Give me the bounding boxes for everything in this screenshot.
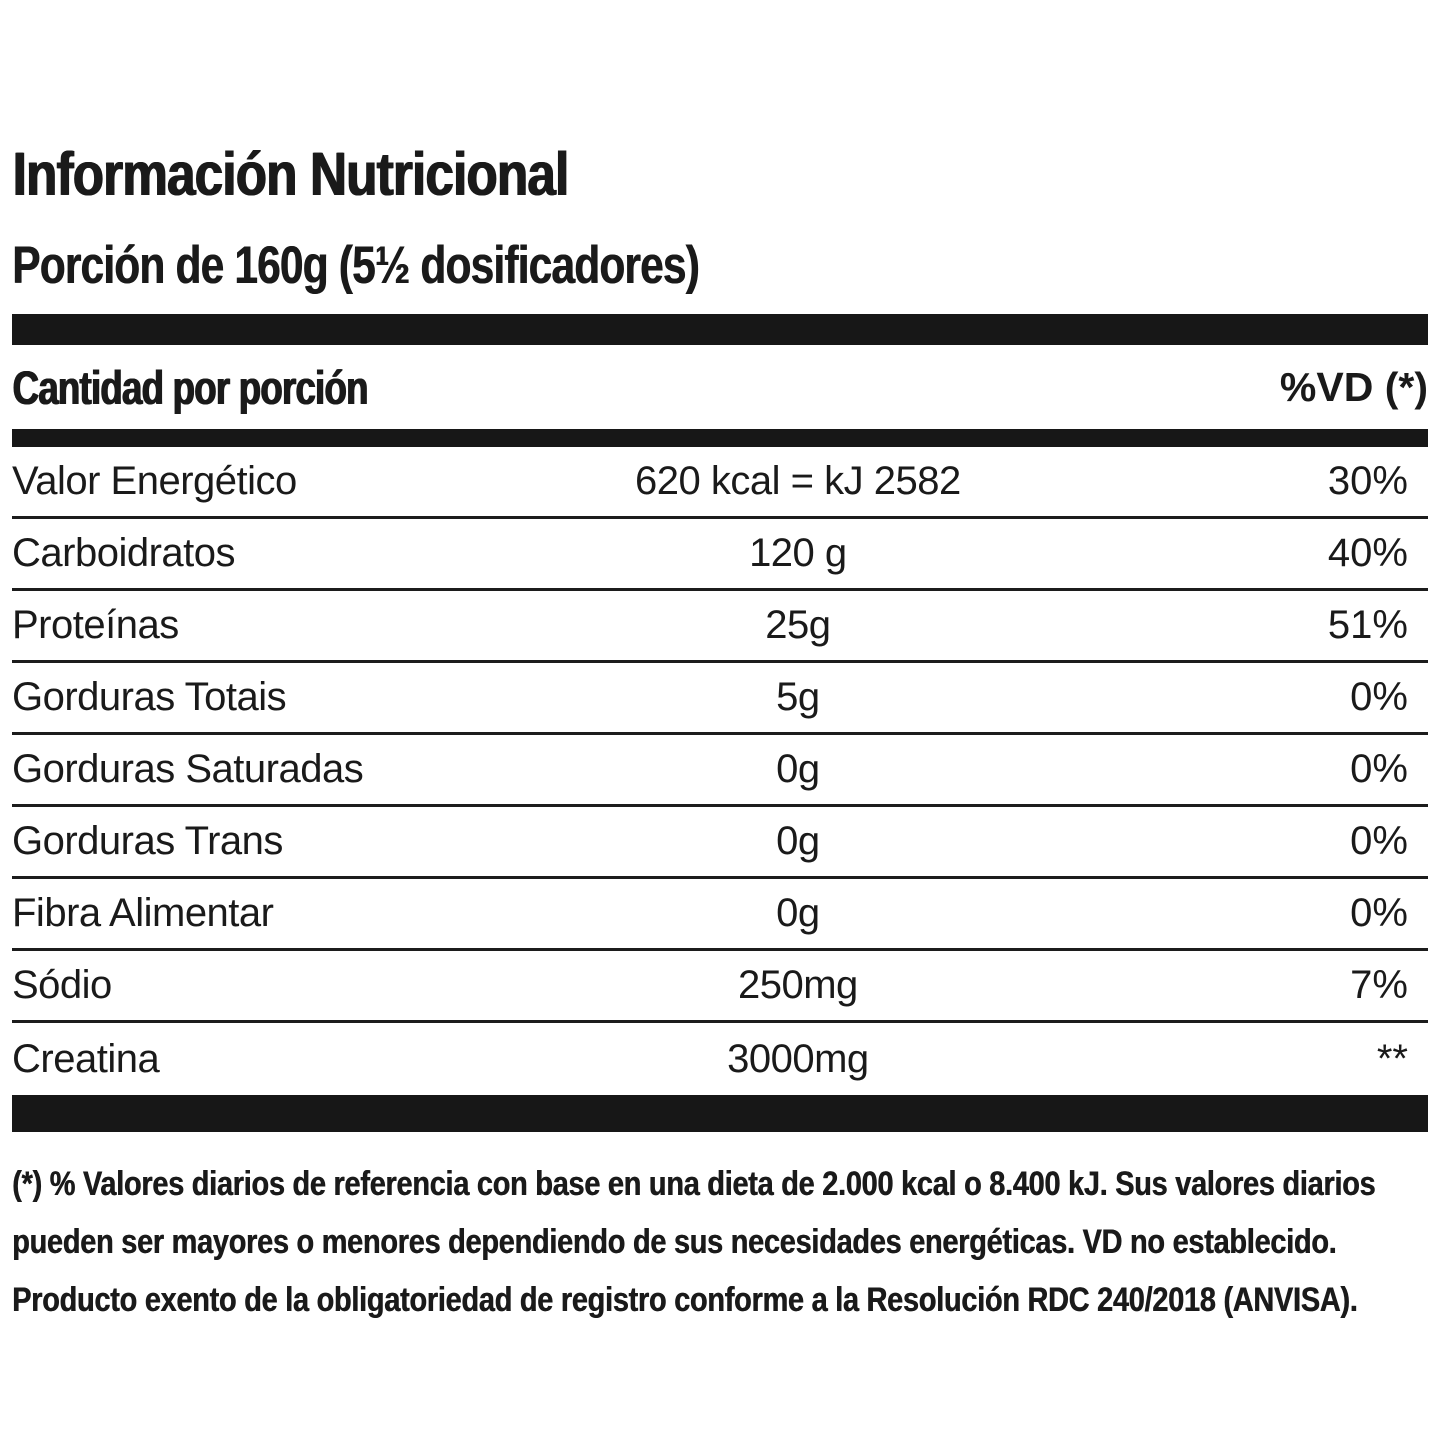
nutrient-dv: 0% — [1350, 891, 1408, 935]
nutrient-name: Carboidratos — [12, 531, 236, 575]
nutrient-name: Proteínas — [12, 603, 179, 647]
nutrient-name: Gorduras Trans — [12, 819, 283, 863]
label-content: Información Nutricional Porción de 160g … — [12, 0, 1428, 1329]
nutrient-amount: 0g — [776, 747, 820, 791]
table-row-fibra-alimentar: Fibra Alimentar 0g 0% — [12, 879, 1428, 951]
serving-size: Porción de 160g (5½ dosificadores) — [12, 239, 1428, 292]
table-row-gorduras-totais: Gorduras Totais 5g 0% — [12, 663, 1428, 735]
divider-bar-top — [12, 314, 1428, 345]
divider-bar-middle — [12, 429, 1428, 447]
nutrient-dv: 30% — [1327, 459, 1408, 503]
table-row-carboidratos: Carboidratos 120 g 40% — [12, 519, 1428, 591]
table-row-gorduras-trans: Gorduras Trans 0g 0% — [12, 807, 1428, 879]
nutrient-amount: 250mg — [737, 963, 858, 1007]
table-row-creatina: Creatina 3000mg ** — [12, 1023, 1428, 1095]
column-header-daily-value: %VD (*) — [1279, 363, 1428, 410]
table-row-valor-energetico: Valor Energético 620 kcal = kJ 2582 30% — [12, 447, 1428, 519]
nutrient-name: Sódio — [12, 963, 112, 1007]
serving-size-text: Porción de 160g (5½ dosificadores) — [12, 236, 700, 295]
daily-value-footnote: (*) % Valores diarios de referencia con … — [12, 1165, 1376, 1319]
nutrient-dv: 7% — [1350, 963, 1408, 1007]
nutrient-amount: 5g — [776, 675, 820, 719]
table-row-gorduras-saturadas: Gorduras Saturadas 0g 0% — [12, 735, 1428, 807]
nutrient-amount: 120 g — [749, 531, 847, 575]
nutrient-table: Valor Energético 620 kcal = kJ 2582 30% … — [12, 447, 1428, 1095]
nutrient-amount: 620 kcal = kJ 2582 — [635, 459, 961, 503]
nutrient-name: Creatina — [12, 1036, 160, 1081]
nutrient-name: Fibra Alimentar — [12, 891, 274, 935]
table-row-proteinas: Proteínas 25g 51% — [12, 591, 1428, 663]
nutrient-name: Gorduras Totais — [12, 675, 287, 719]
table-row-sodio: Sódio 250mg 7% — [12, 951, 1428, 1023]
table-column-header: Cantidad por porción %VD (*) — [12, 345, 1428, 429]
nutrient-name: Valor Energético — [12, 459, 297, 503]
nutrient-amount: 0g — [776, 819, 820, 863]
nutrient-dv: 40% — [1327, 531, 1408, 575]
nutrient-amount: 3000mg — [727, 1036, 869, 1081]
nutrient-amount: 0g — [776, 891, 820, 935]
label-title: Información Nutricional — [12, 144, 1428, 205]
nutrient-name: Gorduras Saturadas — [12, 747, 364, 791]
nutrient-dv: 0% — [1350, 675, 1408, 719]
nutrient-dv: 0% — [1350, 819, 1408, 863]
nutrient-amount: 25g — [765, 603, 831, 647]
nutrient-dv: 51% — [1327, 603, 1408, 647]
nutrient-dv: 0% — [1350, 747, 1408, 791]
divider-bar-bottom — [12, 1095, 1428, 1132]
label-title-text: Información Nutricional — [12, 140, 569, 208]
nutrient-dv: ** — [1376, 1036, 1408, 1081]
column-header-amount-per-serving: Cantidad por porción — [12, 360, 368, 414]
